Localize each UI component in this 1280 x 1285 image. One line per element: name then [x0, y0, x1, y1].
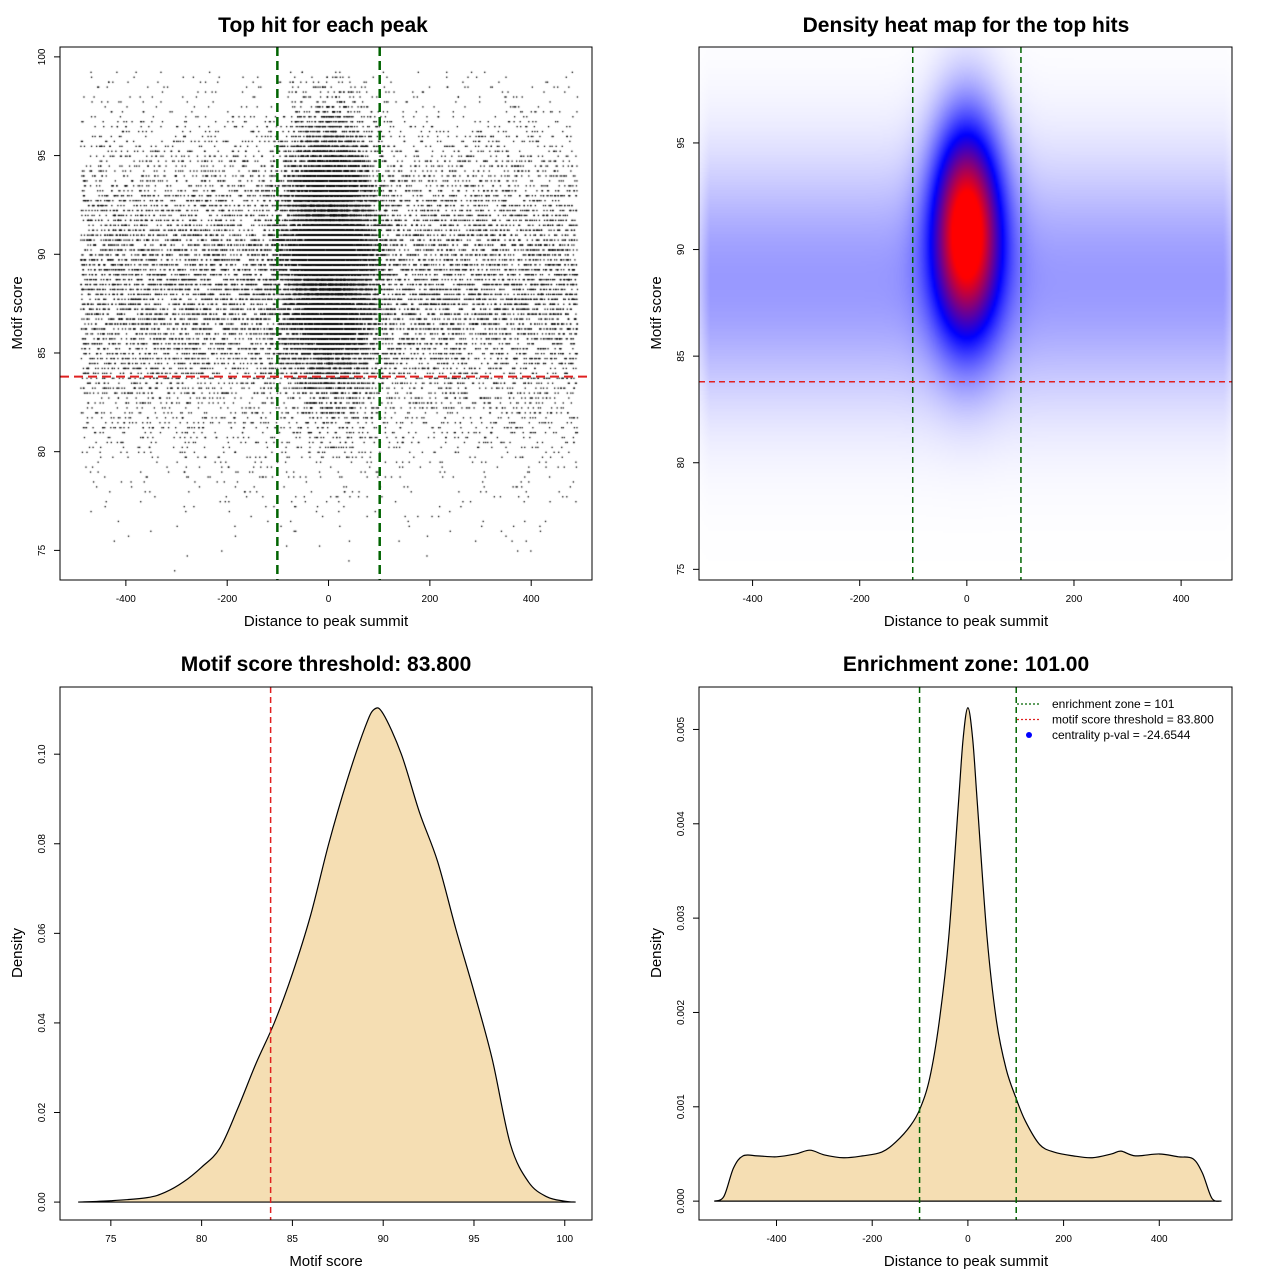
y-tick-label: 85 — [37, 347, 48, 359]
x-axis: -400 -200 0 200 400 — [767, 1220, 1168, 1245]
reference-lines — [699, 47, 1232, 580]
y-tick-label: 75 — [676, 563, 687, 575]
reference-lines — [918, 687, 1017, 1220]
y-axis-label: Motif score — [9, 276, 26, 349]
y-tick-label: 0.003 — [676, 905, 687, 930]
x-tick-label: -200 — [850, 594, 870, 605]
reference-lines — [60, 47, 592, 580]
x-tick-label: 80 — [196, 1234, 208, 1245]
x-tick-label: 400 — [1151, 1234, 1168, 1245]
x-tick-label: 400 — [1173, 594, 1190, 605]
x-axis: 75 80 85 90 95 100 — [105, 1220, 574, 1245]
y-tick-label: 100 — [37, 48, 48, 65]
chart-title: Enrichment zone: 101.00 — [843, 653, 1089, 676]
x-tick-label: 0 — [965, 1234, 971, 1245]
y-tick-label: 0.000 — [676, 1188, 687, 1213]
x-tick-label: 200 — [422, 594, 439, 605]
x-axis: -400 -200 0 200 400 — [116, 580, 540, 605]
y-tick-label: 80 — [37, 446, 48, 458]
legend: enrichment zone = 101 motif score thresho… — [1017, 697, 1214, 742]
x-tick-label: 85 — [287, 1234, 299, 1245]
x-axis-label: Motif score — [289, 1253, 362, 1270]
y-axis-label: Motif score — [648, 276, 665, 349]
scatter-points — [60, 47, 592, 580]
y-tick-label: 0.002 — [676, 1000, 687, 1025]
x-tick-label: -200 — [217, 594, 237, 605]
x-tick-label: -400 — [116, 594, 136, 605]
panel-distance-density: Enrichment zone: 101.00 -400 -200 0 200 400 … — [648, 653, 1233, 1270]
x-tick-label: 0 — [326, 594, 332, 605]
y-tick-label: 0.10 — [37, 744, 48, 764]
y-tick-label: 90 — [37, 248, 48, 260]
y-tick-label: 80 — [676, 457, 687, 469]
y-tick-label: 95 — [676, 137, 687, 149]
x-axis: -400 -200 0 200 400 — [743, 580, 1190, 605]
density-curve — [714, 707, 1222, 1202]
x-tick-label: 75 — [105, 1234, 117, 1245]
y-tick-label: 85 — [676, 350, 687, 362]
y-axis: 75 80 85 90 95 — [676, 137, 699, 575]
panel-score-density: Motif score threshold: 83.800 75 80 85 90 95… — [9, 653, 593, 1270]
y-tick-label: 0.02 — [37, 1102, 48, 1122]
chart-title: Top hit for each peak — [218, 14, 428, 37]
plot-frame — [59, 46, 593, 581]
y-axis-label: Density — [9, 927, 26, 978]
density-area — [78, 707, 576, 1203]
plot-frame — [698, 46, 1233, 581]
y-axis: 0.00 0.02 0.04 0.06 0.08 0.10 — [37, 744, 60, 1212]
x-tick-label: -400 — [767, 1234, 787, 1245]
y-tick-label: 90 — [676, 244, 687, 256]
y-tick-label: 0.08 — [37, 834, 48, 854]
legend-marker — [1026, 732, 1032, 738]
x-axis-label: Distance to peak summit — [884, 1253, 1049, 1270]
y-axis: 75 80 85 90 95 100 — [37, 48, 60, 556]
y-tick-label: 0.04 — [37, 1013, 48, 1033]
y-axis: 0.000 0.001 0.002 0.003 0.004 0.005 — [676, 717, 699, 1214]
x-tick-label: 100 — [556, 1234, 573, 1245]
panel-scatter: Top hit for each peak -400 -200 0 200 400 75… — [9, 14, 593, 630]
panel-heatmap: Density heat map for the top hits -400 -2… — [648, 14, 1233, 630]
chart-title: Motif score threshold: 83.800 — [181, 653, 472, 676]
y-tick-label: 95 — [37, 150, 48, 162]
y-tick-label: 0.004 — [676, 811, 687, 836]
x-tick-label: -200 — [862, 1234, 882, 1245]
legend-entry: centrality p-val = -24.6544 — [1052, 728, 1191, 742]
x-tick-label: 95 — [468, 1234, 480, 1245]
plot-frame — [698, 686, 1233, 1221]
x-tick-label: -400 — [743, 594, 763, 605]
x-tick-label: 400 — [523, 594, 540, 605]
x-tick-label: 90 — [378, 1234, 390, 1245]
x-tick-label: 200 — [1066, 594, 1083, 605]
y-tick-label: 75 — [37, 544, 48, 556]
density-heatmap — [699, 47, 1232, 580]
legend-entry: enrichment zone = 101 — [1052, 697, 1175, 711]
y-tick-label: 0.00 — [37, 1192, 48, 1212]
density-curve — [78, 707, 576, 1203]
density-area — [714, 707, 1222, 1202]
x-tick-label: 200 — [1055, 1234, 1072, 1245]
y-axis-label: Density — [648, 927, 665, 978]
plot-frame — [59, 686, 593, 1221]
x-axis-label: Distance to peak summit — [244, 613, 409, 630]
x-tick-label: 0 — [964, 594, 970, 605]
legend-entry: motif score threshold = 83.800 — [1052, 713, 1214, 727]
x-axis-label: Distance to peak summit — [884, 613, 1049, 630]
chart-title: Density heat map for the top hits — [803, 14, 1130, 37]
y-tick-label: 0.001 — [676, 1094, 687, 1119]
y-tick-label: 0.005 — [676, 717, 687, 742]
y-tick-label: 0.06 — [37, 923, 48, 943]
